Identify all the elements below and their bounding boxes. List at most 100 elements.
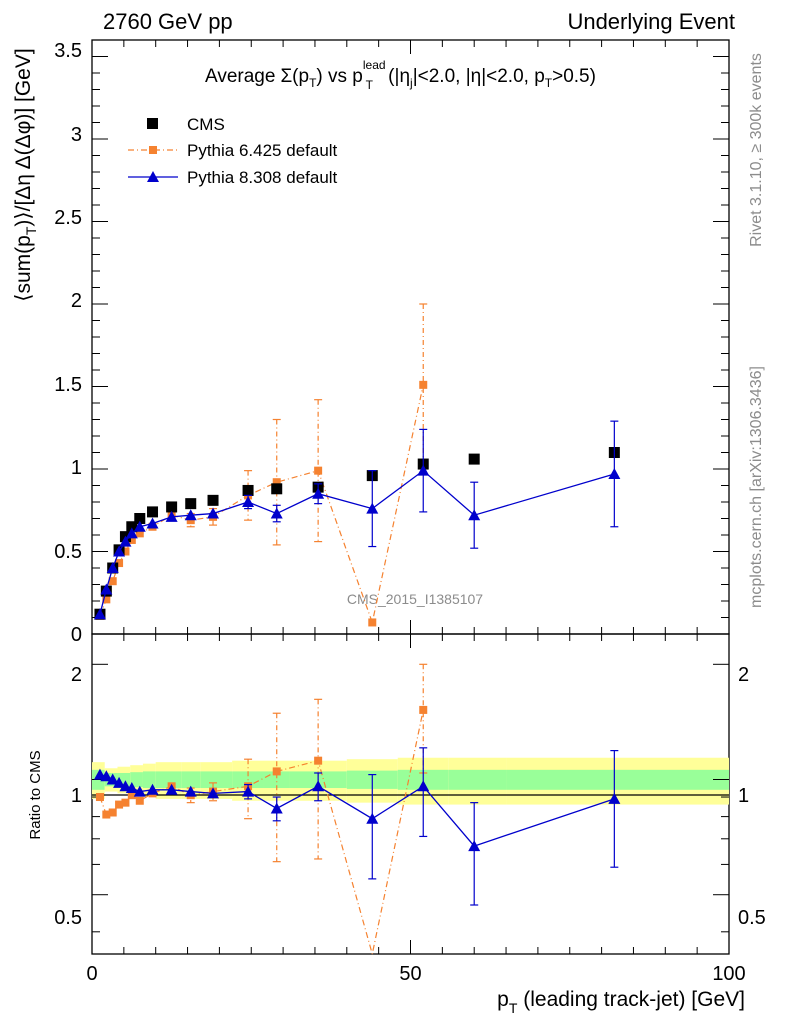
py6-ratio-point [419,705,428,714]
ratio-tick-label: 0.5 [54,907,82,929]
py6-point [121,547,130,556]
py8-point [165,510,178,522]
py8-point [184,509,197,521]
y-axis-label-main: ⟨sum(pT)⟩/[Δη Δ(Δφ)] [GeV] [12,48,39,301]
ratio-band-inner [181,771,201,789]
plot-title: Average Σ(pT) vs plead T (|ηj|<2.0, |η|<2.… [205,58,596,92]
py8-ratio-point [242,785,255,797]
ratio-band-inner [130,772,143,788]
py6-ratio-point [121,798,130,807]
py8-ratio-point [113,776,126,788]
mcplots-label: mcplots.cern.ch [arXiv:1306.3436] [748,366,765,608]
cms-point [207,494,219,506]
ratio-tick-label-right: 0.5 [738,907,766,929]
py8-point [106,562,119,573]
py6-point [272,478,281,487]
y-tick-label: 0 [71,624,82,646]
cms-point [242,484,254,496]
ratio-tick-label-right: 1 [738,785,749,807]
ratio-tick-label: 1 [71,785,82,807]
py8-point [93,608,106,620]
y-tick-label: 3.5 [54,40,82,62]
x-tick-label: 100 [712,963,745,985]
cms-point [468,453,480,465]
py6-point [108,577,117,586]
py8-ratio-point [608,792,621,804]
py8-point [146,517,159,529]
cms-point [126,521,138,533]
py6-point [368,618,377,627]
axis-ticks [91,40,730,954]
py8-point [312,487,325,499]
legend-marker-py6 [149,146,157,154]
cms-point [166,501,178,513]
py6-point [314,466,323,475]
py8-ratio-point [100,770,113,782]
py8-point [133,520,146,532]
cms-point [147,506,159,518]
x-axis-label: pT (leading track-jet) [GeV] [497,988,745,1016]
py8-ratio-point [417,780,430,792]
ratio-band-inner [263,771,290,789]
py6-ratio-line [99,709,424,955]
ratio-tick-label: 2 [71,664,82,686]
py8-point [608,467,621,479]
ratio-band-inner [142,771,156,789]
y-tick-label: 2 [71,290,82,312]
y-tick-label: 3 [71,124,82,146]
py8-ratio-point [125,782,138,794]
py8-ratio-point [106,773,119,785]
py8-point [242,496,255,507]
py8-ratio-point [165,783,178,795]
py8-ratio-point [184,785,197,797]
py6-ratio-point [127,791,136,800]
energy-label: 2760 GeV pp [103,9,233,34]
y-tick-label: 1 [71,457,82,479]
data-series [93,303,621,955]
legend-label-cms: CMS [187,115,225,134]
legend-marker-cms [147,118,158,129]
py8-ratio-point [270,802,283,814]
py6-line [99,384,424,625]
py8-point [119,535,132,547]
py8-point [100,583,113,595]
py8-point [125,527,138,539]
py8-point [468,509,481,521]
py6-point [419,380,428,389]
ratio-band-inner [448,769,507,790]
legend-marker-py8 [147,171,159,182]
x-tick-label: 50 [399,963,421,985]
cms-point [185,498,197,510]
py8-point [113,545,126,557]
legend-label-py6: Pythia 6.425 default [187,141,338,160]
py8-ratio-point [468,840,481,852]
cms-point [271,483,283,495]
rivet-label: Rivet 3.1.10, ≥ 300k events [748,53,765,247]
py6-point [102,595,111,604]
py8-ratio-point [312,780,325,792]
py8-point [366,502,379,514]
py8-ratio-point [366,812,379,824]
py6-point [127,535,136,544]
legend: CMS Pythia 6.425 default Pythia 8.308 de… [128,115,338,187]
y-tick-label: 0.5 [54,541,82,563]
py6-point [135,529,144,538]
py8-point [417,464,430,476]
category-label: Underlying Event [567,9,735,34]
py8-ratio-point [146,783,159,795]
py8-point [207,507,220,519]
py6-ratio-point [314,756,323,765]
ratio-band-inner [200,771,233,789]
py6-ratio-point [135,796,144,805]
py6-ratio-point [102,810,111,819]
x-tick-label: 0 [86,963,97,985]
ratio-band-inner [506,769,729,790]
py8-ratio-point [207,787,220,799]
y-tick-label: 2.5 [54,207,82,229]
y-axis-label-ratio: Ratio to CMS [27,750,44,839]
py6-ratio-point [272,767,281,776]
py6-ratio-point [95,793,104,802]
py8-point [270,507,283,519]
py6-point [115,559,124,568]
